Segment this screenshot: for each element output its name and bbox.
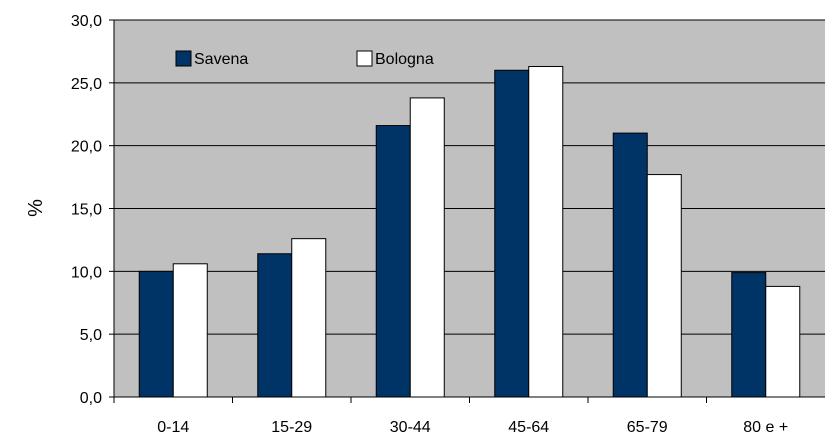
bar-savena-1 <box>257 253 293 398</box>
y-tick-labels: 0,0 5,0 10,0 15,0 20,0 25,0 30,0 <box>71 13 102 407</box>
legend-swatch-bologna <box>356 50 373 67</box>
bar-bologna-0 <box>172 263 208 398</box>
y-axis-title: % <box>25 199 47 217</box>
y-tick-label: 10,0 <box>71 264 102 281</box>
y-tick-label: 0,0 <box>80 390 102 407</box>
y-tick-label: 5,0 <box>80 327 102 344</box>
bar-bologna-4 <box>646 174 682 398</box>
bar-bologna-2 <box>409 97 445 398</box>
legend-label-bologna: Bologna <box>375 51 434 68</box>
y-tick-label: 25,0 <box>71 76 102 93</box>
bars <box>138 65 801 398</box>
bar-savena-2 <box>375 125 411 398</box>
bar-savena-3 <box>494 69 530 398</box>
x-tick-label: 30-44 <box>390 419 431 436</box>
legend: Savena Bologna <box>175 50 434 68</box>
x-tick-label: 65-79 <box>627 419 668 436</box>
bar-bologna-5 <box>765 285 801 398</box>
legend-label-savena: Savena <box>194 51 248 68</box>
legend-swatch-savena <box>175 50 192 67</box>
y-tick-label: 30,0 <box>71 13 102 30</box>
bar-savena-0 <box>138 270 174 398</box>
x-tick-label: 15-29 <box>271 419 312 436</box>
bar-bologna-3 <box>528 65 564 398</box>
x-tick-label: 45-64 <box>508 419 549 436</box>
x-tick-labels: 0-14 15-29 30-44 45-64 65-79 80 e + <box>113 397 788 436</box>
gridlines <box>109 19 825 398</box>
x-tick-label: 0-14 <box>157 419 189 436</box>
y-tick-label: 20,0 <box>71 139 102 156</box>
y-tick-label: 15,0 <box>71 202 102 219</box>
bar-savena-4 <box>612 132 648 398</box>
x-tick-label: 80 e + <box>743 419 788 436</box>
bar-savena-5 <box>731 272 767 398</box>
bar-bologna-1 <box>291 238 327 398</box>
